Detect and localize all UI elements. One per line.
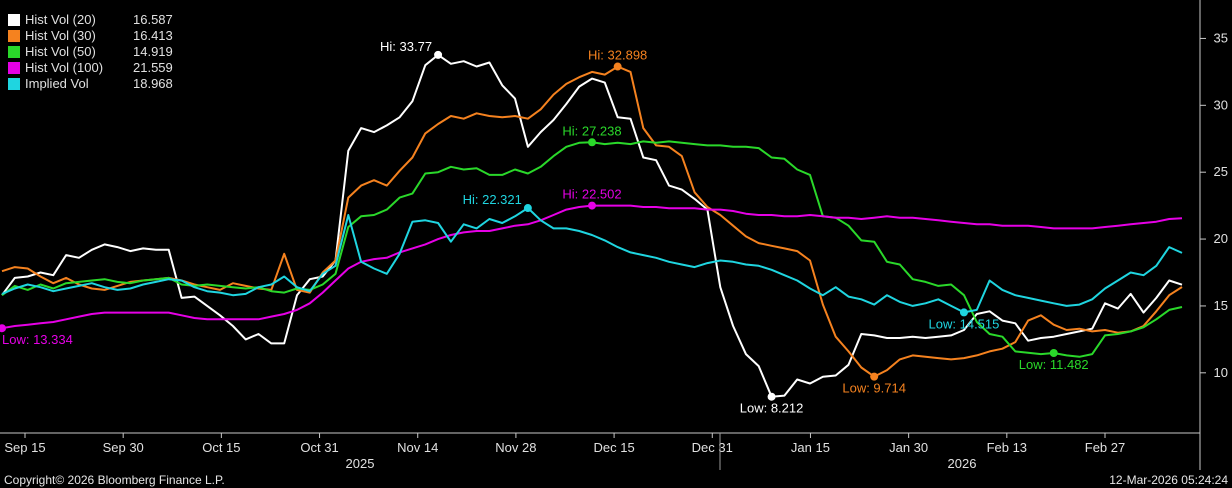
extreme-label: Low: 13.334 [2, 332, 73, 347]
y-tick-label: 25 [1214, 164, 1228, 179]
x-tick-label: Nov 14 [397, 440, 438, 455]
x-tick-label: Feb 27 [1085, 440, 1125, 455]
legend-last-value: 16.413 [133, 28, 173, 44]
x-tick-label: Nov 28 [495, 440, 536, 455]
extreme-marker [524, 204, 532, 212]
y-tick-label: 10 [1214, 365, 1228, 380]
y-tick-label: 30 [1214, 97, 1228, 112]
legend-series-name: Hist Vol (30) [25, 28, 133, 44]
year-label: 2025 [346, 456, 375, 471]
extreme-label: Hi: 22.502 [562, 187, 621, 202]
extreme-label: Hi: 22.321 [463, 192, 522, 207]
extreme-marker [588, 138, 596, 146]
extreme-label: Hi: 32.898 [588, 48, 647, 63]
x-tick-label: Oct 15 [202, 440, 240, 455]
legend-swatch [8, 78, 20, 90]
extreme-marker [614, 63, 622, 71]
extreme-marker [1050, 349, 1058, 357]
extreme-marker [768, 393, 776, 401]
timestamp-text: 12-Mar-2026 05:24:24 [1109, 473, 1228, 487]
series-line-1 [2, 67, 1182, 377]
x-tick-label: Feb 13 [987, 440, 1027, 455]
extreme-label: Low: 8.212 [740, 401, 804, 416]
x-tick-label: Jan 30 [889, 440, 928, 455]
legend-last-value: 16.587 [133, 12, 173, 28]
y-tick-label: 35 [1214, 30, 1228, 45]
legend-item: Hist Vol (30) 16.413 [8, 28, 173, 44]
y-tick-label: 20 [1214, 231, 1228, 246]
legend-item: Implied Vol 18.968 [8, 76, 173, 92]
x-tick-label: Jan 15 [791, 440, 830, 455]
legend-last-value: 21.559 [133, 60, 173, 76]
extreme-label: Low: 11.482 [1019, 357, 1089, 372]
legend-series-name: Implied Vol [25, 76, 133, 92]
legend: Hist Vol (20) 16.587 Hist Vol (30) 16.413 Hi… [8, 12, 173, 92]
series-line-2 [2, 141, 1182, 356]
y-tick-label: 15 [1214, 298, 1228, 313]
extreme-marker [870, 373, 878, 381]
x-tick-label: Sep 30 [103, 440, 144, 455]
extreme-marker [960, 308, 968, 316]
legend-swatch [8, 46, 20, 58]
x-tick-label: Oct 31 [300, 440, 338, 455]
legend-last-value: 14.919 [133, 44, 173, 60]
extreme-marker [434, 51, 442, 59]
x-tick-label: Dec 31 [692, 440, 733, 455]
extreme-marker [0, 324, 6, 332]
extreme-label: Hi: 33.77 [380, 39, 432, 54]
legend-series-name: Hist Vol (100) [25, 60, 133, 76]
x-tick-label: Sep 15 [4, 440, 45, 455]
extreme-marker [588, 202, 596, 210]
legend-swatch [8, 62, 20, 74]
year-label: 2026 [948, 456, 977, 471]
legend-last-value: 18.968 [133, 76, 173, 92]
x-tick-label: Dec 15 [593, 440, 634, 455]
extreme-label: Low: 9.714 [842, 381, 906, 396]
legend-item: Hist Vol (100) 21.559 [8, 60, 173, 76]
series-line-4 [2, 208, 1182, 312]
legend-item: Hist Vol (50) 14.919 [8, 44, 173, 60]
extreme-label: Hi: 27.238 [562, 123, 621, 138]
legend-item: Hist Vol (20) 16.587 [8, 12, 173, 28]
legend-swatch [8, 14, 20, 26]
extreme-label: Low: 14.515 [929, 316, 1000, 331]
series-line-3 [2, 206, 1182, 329]
copyright-text: Copyright© 2026 Bloomberg Finance L.P. [4, 473, 225, 487]
legend-swatch [8, 30, 20, 42]
legend-series-name: Hist Vol (20) [25, 12, 133, 28]
legend-series-name: Hist Vol (50) [25, 44, 133, 60]
